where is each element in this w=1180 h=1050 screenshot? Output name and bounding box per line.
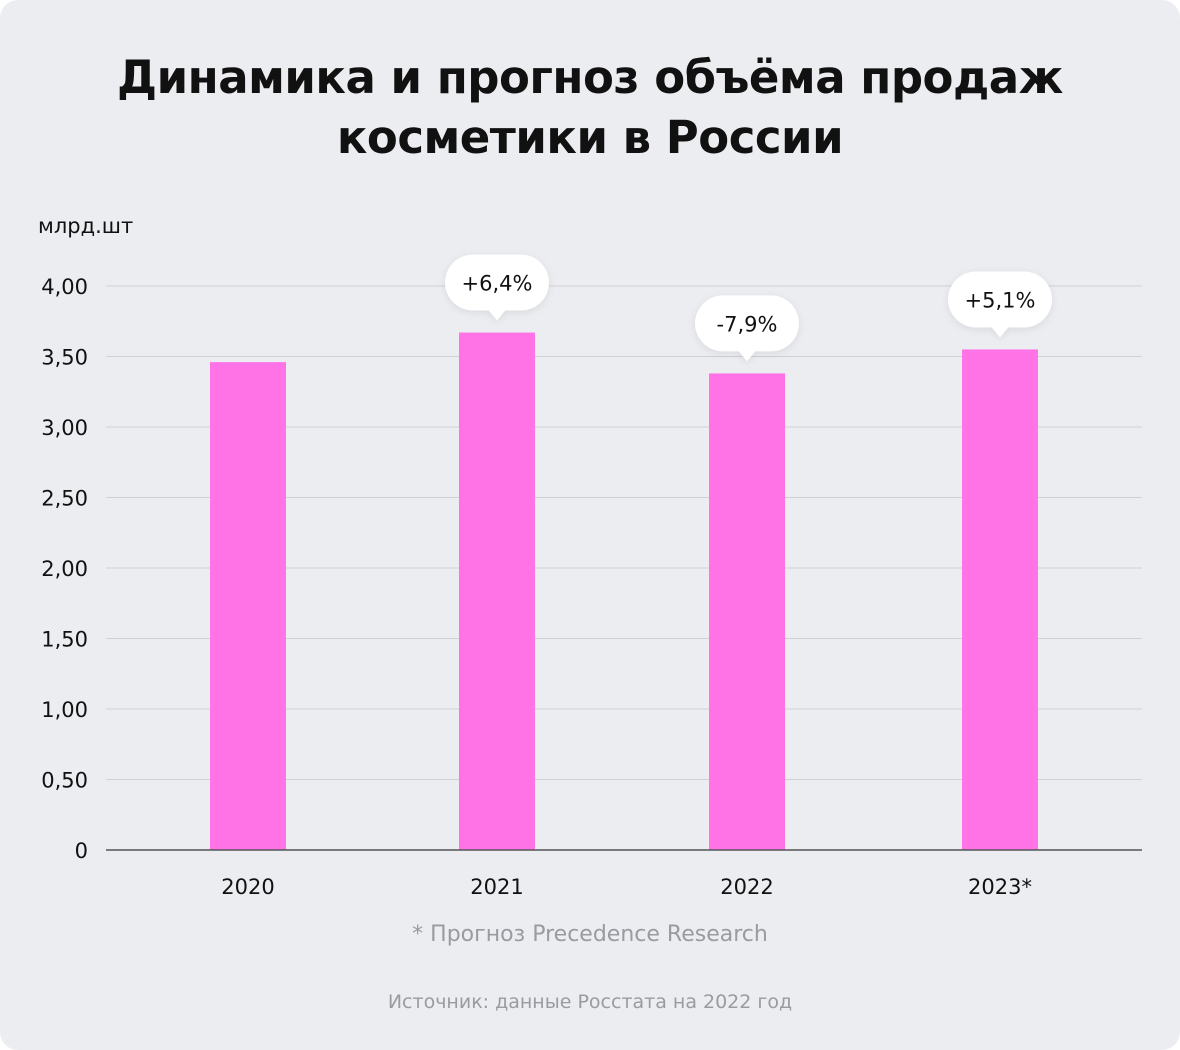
title-line-2: косметики в России bbox=[336, 111, 844, 164]
y-axis-unit: млрд.шт bbox=[38, 214, 134, 238]
callout-bubble bbox=[445, 254, 549, 311]
x-tick-label: 2021 bbox=[470, 875, 523, 899]
callout-label: -7,9% bbox=[717, 312, 778, 336]
y-tick-label: 2,00 bbox=[41, 557, 88, 581]
title-line-1: Динамика и прогноз объёма продаж bbox=[117, 51, 1063, 104]
x-tick-label: 2020 bbox=[221, 875, 274, 899]
bar-2022 bbox=[709, 373, 785, 850]
callout-label: +5,1% bbox=[965, 288, 1036, 312]
change-callout: +6,4% bbox=[445, 254, 549, 321]
y-tick-label: 3,50 bbox=[41, 346, 88, 370]
change-callout: -7,9% bbox=[695, 295, 799, 362]
y-tick-label: 3,00 bbox=[41, 416, 88, 440]
callout-pointer bbox=[488, 309, 506, 321]
y-tick-label: 4,00 bbox=[41, 275, 88, 299]
footnote: * Прогноз Precedence Research bbox=[412, 922, 768, 947]
y-tick-label: 1,50 bbox=[41, 628, 88, 652]
change-callout: +5,1% bbox=[948, 271, 1052, 338]
y-tick-label: 1,00 bbox=[41, 698, 88, 722]
bar-2023* bbox=[962, 349, 1038, 850]
callout-label: +6,4% bbox=[462, 272, 533, 296]
callout-bubble bbox=[695, 295, 799, 352]
x-tick-label: 2022 bbox=[720, 875, 773, 899]
y-tick-label: 2,50 bbox=[41, 487, 88, 511]
y-tick-label: 0,50 bbox=[41, 769, 88, 793]
callout-pointer bbox=[991, 326, 1009, 338]
source-note: Источник: данные Росстата на 2022 год bbox=[387, 991, 793, 1013]
y-tick-label: 0 bbox=[75, 839, 88, 863]
chart-title: Динамика и прогноз объёма продаж космети… bbox=[0, 48, 1180, 168]
x-tick-label: 2023* bbox=[968, 875, 1032, 899]
bar-2020 bbox=[210, 362, 286, 850]
callout-pointer bbox=[738, 350, 756, 362]
callout-bubble bbox=[948, 271, 1052, 328]
bar-2021 bbox=[459, 332, 535, 850]
